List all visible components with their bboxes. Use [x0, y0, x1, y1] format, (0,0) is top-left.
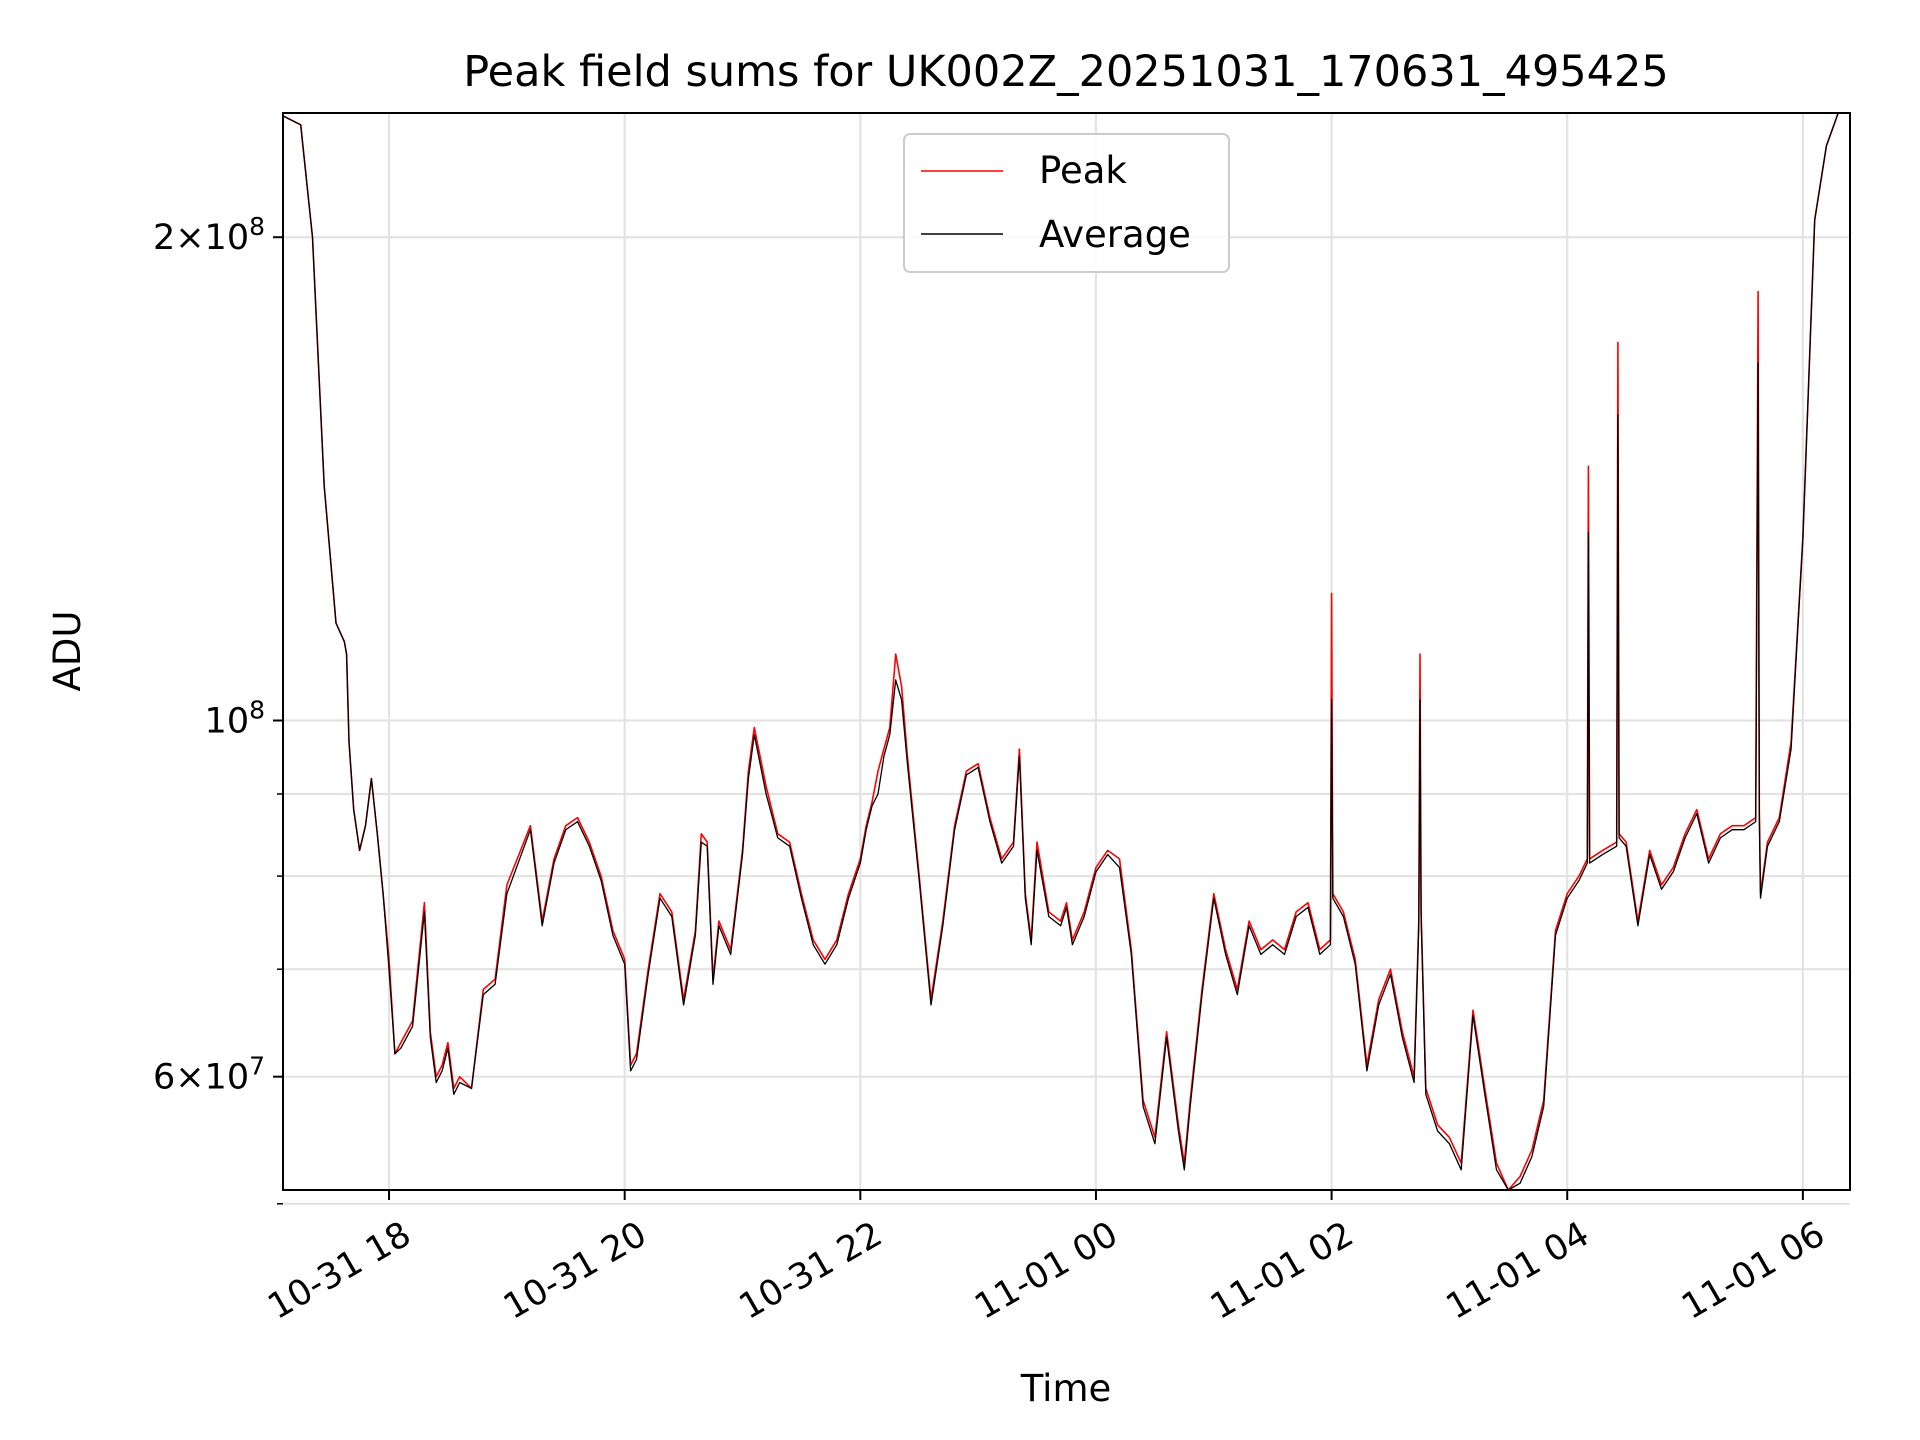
legend-average-label: Average: [1039, 213, 1191, 256]
x-axis-label: Time: [1020, 1367, 1112, 1410]
y-tick-label: 2×108: [153, 212, 265, 258]
legend-peak-label: Peak: [1039, 149, 1127, 192]
chart-title: Peak field sums for UK002Z_20251031_1706…: [463, 47, 1669, 97]
y-tick-label: 108: [205, 696, 265, 742]
y-axis-label: ADU: [46, 611, 89, 692]
legend[interactable]: Peak Average: [903, 133, 1230, 273]
y-axis-ticks: 6×107 108 2×108: [153, 212, 283, 1205]
legend-box: [903, 133, 1230, 273]
plot-area-frame: [282, 112, 1851, 1191]
series-lines: [282, 112, 1839, 1191]
average-series-line: [282, 112, 1839, 1191]
y-tick-label: 6×107: [153, 1052, 265, 1098]
